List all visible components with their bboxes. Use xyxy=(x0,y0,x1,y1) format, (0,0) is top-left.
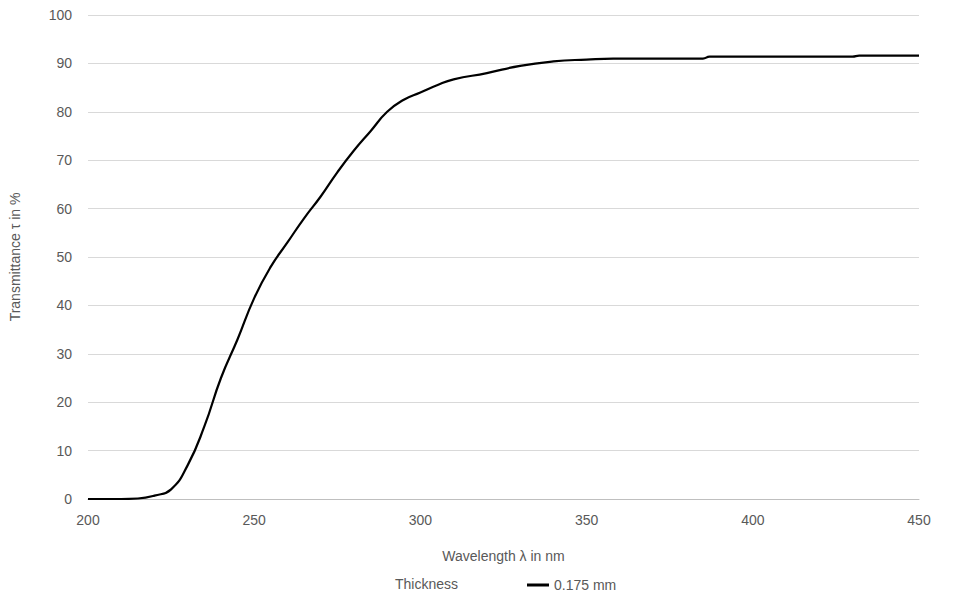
svg-text:30: 30 xyxy=(56,346,72,362)
svg-text:250: 250 xyxy=(243,512,267,528)
svg-text:200: 200 xyxy=(76,512,100,528)
svg-text:0: 0 xyxy=(64,491,72,507)
svg-text:Wavelength λ in nm: Wavelength λ in nm xyxy=(442,548,564,564)
svg-text:80: 80 xyxy=(56,104,72,120)
svg-text:40: 40 xyxy=(56,297,72,313)
svg-text:Transmittance τ in %: Transmittance τ in % xyxy=(7,193,23,322)
svg-text:90: 90 xyxy=(56,55,72,71)
svg-text:Thickness: Thickness xyxy=(395,576,458,592)
svg-text:450: 450 xyxy=(907,512,931,528)
svg-text:70: 70 xyxy=(56,152,72,168)
svg-text:20: 20 xyxy=(56,394,72,410)
svg-text:350: 350 xyxy=(575,512,599,528)
svg-text:300: 300 xyxy=(409,512,433,528)
svg-text:0.175 mm: 0.175 mm xyxy=(554,577,616,593)
svg-text:100: 100 xyxy=(49,7,73,23)
svg-text:10: 10 xyxy=(56,443,72,459)
svg-text:60: 60 xyxy=(56,201,72,217)
svg-text:400: 400 xyxy=(741,512,765,528)
svg-text:50: 50 xyxy=(56,249,72,265)
